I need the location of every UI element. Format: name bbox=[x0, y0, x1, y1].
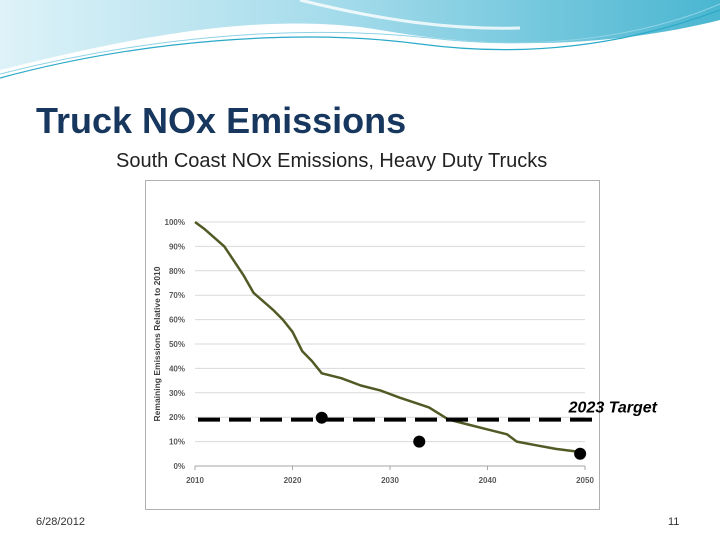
footer-date: 6/28/2012 bbox=[36, 516, 85, 528]
slide-title: Truck NOx Emissions bbox=[36, 100, 407, 141]
banner-wave-fill bbox=[0, 0, 720, 70]
banner-wave-line-2 bbox=[0, 3, 720, 75]
slide-number: 11 bbox=[668, 516, 680, 528]
banner-wave-white bbox=[299, 0, 521, 30]
chart-frame bbox=[145, 180, 600, 510]
header-banner bbox=[0, 0, 720, 79]
banner-wave-line bbox=[0, 9, 720, 79]
chart-caption: South Coast NOx Emissions, Heavy Duty Tr… bbox=[116, 150, 548, 172]
